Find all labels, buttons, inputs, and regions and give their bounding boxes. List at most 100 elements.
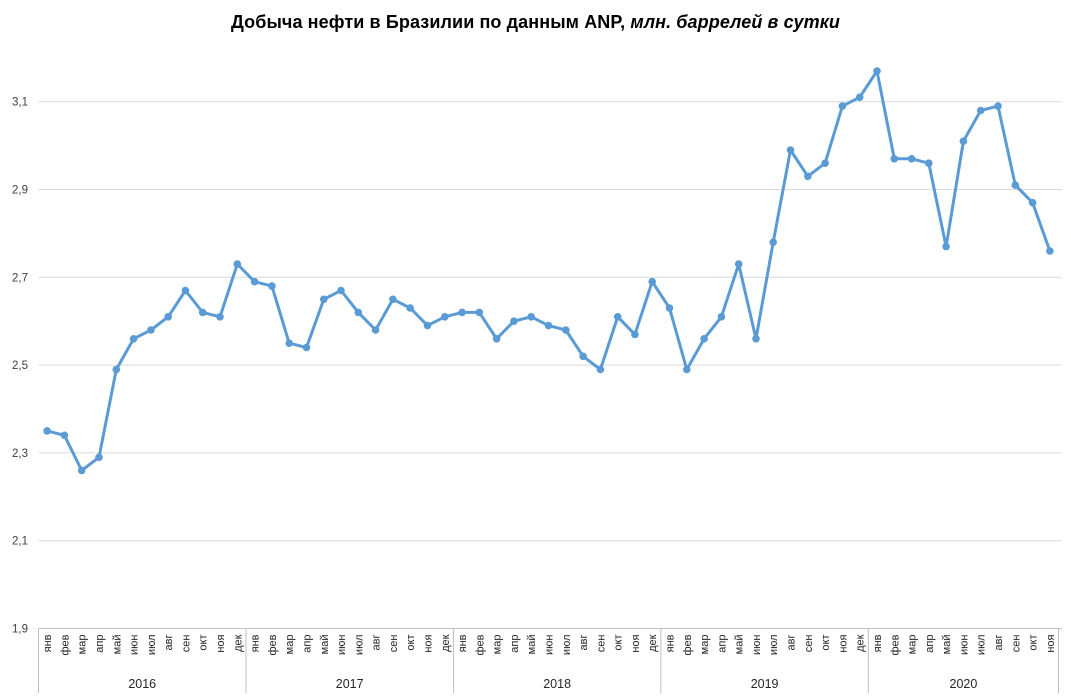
data-point (631, 330, 639, 339)
month-label: июн (336, 635, 348, 655)
month-label: май (734, 635, 746, 655)
data-point (1011, 181, 1020, 189)
data-point (475, 308, 484, 317)
data-point (181, 286, 190, 295)
month-label: дек (440, 634, 452, 652)
month-label: окт (1028, 635, 1040, 651)
chart-title-text: Добыча нефти в Бразилии по данным ANP, (230, 12, 626, 32)
month-label: дек (647, 634, 659, 652)
month-label: дек (855, 634, 867, 652)
month-label: ноя (215, 634, 227, 652)
data-point (734, 260, 743, 268)
month-label: май (526, 635, 538, 655)
month-label: май (111, 635, 123, 655)
data-point (60, 431, 69, 440)
data-point (1046, 247, 1054, 255)
month-label: июл (353, 635, 365, 656)
data-point (95, 453, 103, 462)
month-label: фев (59, 634, 71, 655)
data-point (855, 93, 864, 102)
year-label: 2016 (128, 677, 156, 691)
month-label: ноя (630, 634, 642, 652)
data-point (198, 308, 207, 317)
y-axis-label: 2,1 (12, 536, 28, 548)
month-label: авг (163, 635, 175, 651)
month-label: окт (405, 635, 417, 651)
month-label: янв (872, 634, 884, 652)
month-label: ноя (422, 634, 434, 652)
data-point (683, 365, 691, 374)
month-label: дек (232, 634, 244, 652)
data-point (890, 155, 899, 163)
month-label: июн (544, 635, 556, 655)
data-point (458, 308, 466, 317)
month-label: авг (786, 635, 798, 651)
data-point (925, 159, 933, 167)
data-point (786, 146, 795, 154)
data-point (354, 308, 363, 317)
chart-title-unit: млн. баррелей в сутки (625, 12, 841, 32)
data-point (717, 313, 726, 321)
y-axis-label: 2,7 (12, 272, 28, 284)
month-label: июл (561, 635, 573, 656)
year-label: 2017 (336, 677, 364, 691)
data-point (250, 277, 259, 286)
y-axis-label: 2,3 (12, 448, 28, 460)
data-point (804, 172, 812, 181)
data-point (942, 242, 950, 251)
month-label: июл (768, 635, 780, 656)
month-label: мар (907, 635, 919, 655)
year-label: 2018 (543, 677, 571, 691)
month-label: сен (388, 635, 400, 653)
y-axis-label: 1,9 (12, 624, 28, 636)
data-point (268, 282, 276, 290)
year-label: 2020 (950, 677, 978, 691)
data-point (216, 313, 224, 321)
month-label: мар (699, 635, 711, 655)
data-point (302, 343, 311, 352)
month-label: янв (457, 634, 469, 652)
month-label: апр (94, 635, 106, 653)
y-axis-label: 2,9 (12, 185, 28, 197)
month-label: авг (371, 635, 383, 651)
month-label: окт (198, 635, 210, 651)
month-label: янв (250, 634, 262, 652)
data-point (527, 313, 535, 321)
data-point (492, 335, 501, 343)
data-point (613, 313, 622, 321)
month-label: окт (613, 635, 625, 651)
data-point (77, 466, 86, 475)
month-label: фев (682, 634, 694, 655)
data-point (423, 321, 432, 330)
data-point (821, 159, 829, 167)
data-point (752, 335, 760, 343)
month-label: фев (474, 634, 486, 655)
data-point (129, 335, 138, 343)
month-label: сен (803, 635, 815, 653)
month-label: апр (716, 635, 728, 653)
year-label: 2019 (751, 677, 779, 691)
y-axis-label: 3,1 (12, 97, 28, 109)
month-label: мар (284, 635, 296, 655)
month-label: сен (1010, 635, 1022, 653)
data-point (147, 326, 155, 334)
month-label: июн (958, 635, 970, 655)
data-point (994, 102, 1002, 110)
month-label: май (941, 635, 953, 655)
data-point (510, 317, 518, 326)
month-label: апр (509, 635, 521, 653)
month-label: мар (492, 635, 504, 655)
month-label: сен (180, 635, 192, 653)
month-label: сен (595, 635, 607, 653)
data-point (976, 106, 985, 115)
data-point (389, 295, 397, 304)
data-point (665, 304, 674, 312)
month-label: янв (665, 634, 677, 652)
data-point (371, 326, 380, 334)
month-label: авг (993, 635, 1005, 651)
data-point (596, 365, 605, 374)
month-label: июл (146, 635, 158, 656)
data-point (164, 313, 172, 321)
data-point (233, 260, 242, 268)
